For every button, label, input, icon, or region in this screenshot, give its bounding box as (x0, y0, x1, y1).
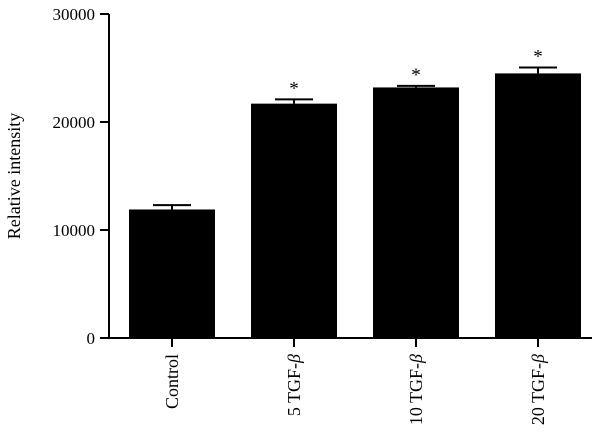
significance-asterisk: * (289, 78, 299, 99)
y-axis-title: Relative intensity (4, 113, 24, 239)
category-labels: Control 5 TGF-β10 TGF-β20 TGF-β (162, 338, 548, 425)
category-label: Control (162, 354, 182, 409)
significance-markers: * * * (289, 46, 543, 99)
significance-asterisk: * (533, 46, 543, 67)
category-label: 5 TGF-β (284, 354, 304, 416)
bar (129, 209, 215, 338)
y-tick-label: 30000 (53, 5, 96, 24)
bar (495, 73, 581, 339)
y-axis-ticks: 0 10000 20000 30000 (53, 5, 109, 348)
category-label: 10 TGF-β (406, 354, 426, 425)
y-tick-label: 0 (87, 329, 96, 348)
bars (129, 73, 581, 339)
significance-asterisk: * (411, 65, 421, 86)
bar (251, 103, 337, 338)
category-label-greek: β (406, 354, 426, 364)
category-label-greek: β (284, 354, 304, 364)
y-tick-label: 10000 (53, 221, 96, 240)
category-label-text: 20 TGF- (528, 363, 548, 425)
category-label-text: 5 TGF- (284, 363, 304, 416)
category-label-text: Control (162, 354, 182, 409)
category-label-greek: β (528, 354, 548, 364)
y-tick-label: 20000 (53, 113, 96, 132)
category-label-text: 10 TGF- (406, 363, 426, 425)
error-bars (153, 66, 557, 210)
category-label: 20 TGF-β (528, 354, 548, 425)
bar (373, 87, 459, 338)
